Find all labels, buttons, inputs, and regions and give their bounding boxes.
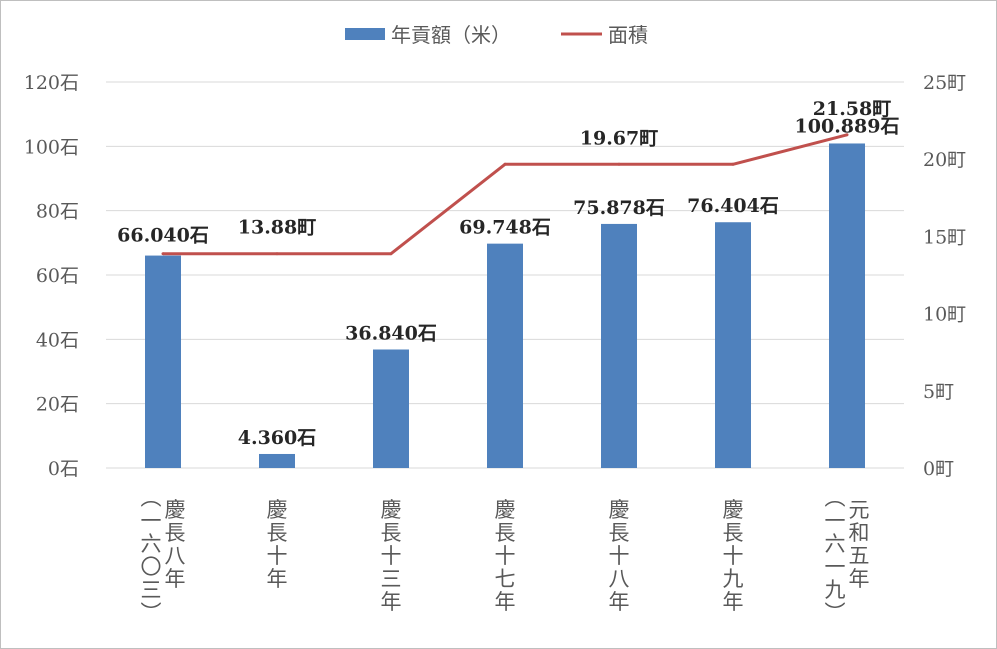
left-tick-label: 0石 xyxy=(48,458,79,480)
category-label: 慶長十年 xyxy=(267,498,288,591)
category-label-column: 慶長十年 xyxy=(267,498,288,591)
line-series xyxy=(161,133,849,256)
left-tick-label: 120石 xyxy=(24,72,79,94)
line-point xyxy=(617,162,621,166)
bar xyxy=(145,255,181,468)
legend: 年貢額（米） 面積 xyxy=(345,23,648,47)
category-label: 元和五年︵一六一九︶ xyxy=(825,486,870,625)
category-label-column: 慶長十三年 xyxy=(381,498,402,614)
right-tick-label: 5町 xyxy=(923,381,954,403)
category-label-column: 元和五年 xyxy=(849,498,870,591)
line-value-label: 21.58町 xyxy=(813,98,892,120)
category-label: 慶長十三年 xyxy=(381,498,402,614)
bar xyxy=(715,222,751,468)
category-label-column: 慶長八年 xyxy=(165,498,186,591)
right-tick-label: 20町 xyxy=(923,149,966,171)
category-label-column: 慶長十八年 xyxy=(609,498,630,614)
bar-value-label: 76.404石 xyxy=(687,195,779,217)
line-point xyxy=(731,162,735,166)
right-tick-label: 15町 xyxy=(923,226,966,248)
line-point xyxy=(503,162,507,166)
category-label-column: ︵一六〇三︶ xyxy=(141,486,162,625)
bar xyxy=(259,453,295,468)
legend-label-bar: 年貢額（米） xyxy=(391,23,511,47)
category-label: 慶長十九年 xyxy=(723,498,744,614)
left-tick-label: 40石 xyxy=(36,329,79,351)
category-label: 慶長十七年 xyxy=(495,498,516,614)
right-axis: 0町 5町 10町 15町 20町 25町 xyxy=(923,72,966,480)
line-point xyxy=(275,252,279,256)
bar-value-label: 66.040石 xyxy=(117,225,209,247)
left-axis: 0石 20石 40石 60石 80石 100石 120石 xyxy=(24,72,79,480)
bar xyxy=(487,243,523,468)
bar-value-label: 100.889石 xyxy=(795,115,900,137)
bar-value-label: 4.360石 xyxy=(238,427,317,449)
category-label-column: 慶長十七年 xyxy=(495,498,516,614)
line-value-label: 13.88町 xyxy=(238,217,317,239)
left-tick-label: 60石 xyxy=(36,265,79,287)
right-tick-label: 10町 xyxy=(923,304,966,326)
bar-value-label: 75.878石 xyxy=(573,197,665,219)
left-tick-label: 20石 xyxy=(36,394,79,416)
line-value-label: 19.67町 xyxy=(580,127,659,149)
right-tick-label: 0町 xyxy=(923,458,954,480)
category-label-column: ︵一六一九︶ xyxy=(825,486,846,625)
line-point xyxy=(389,252,393,256)
line-point xyxy=(161,252,165,256)
category-label: 慶長八年︵一六〇三︶ xyxy=(141,486,186,625)
right-tick-label: 25町 xyxy=(923,72,966,94)
bar-series xyxy=(145,143,865,469)
legend-label-line: 面積 xyxy=(608,23,648,47)
category-label: 慶長十八年 xyxy=(609,498,630,614)
category-axis: 慶長八年︵一六〇三︶慶長十年慶長十三年慶長十七年慶長十八年慶長十九年元和五年︵一… xyxy=(141,486,870,625)
bar-value-label: 69.748石 xyxy=(459,217,551,239)
legend-swatch-bar xyxy=(345,28,385,40)
bar xyxy=(373,349,409,468)
line-point xyxy=(845,133,849,137)
left-tick-label: 100石 xyxy=(24,136,79,158)
category-label-column: 慶長十九年 xyxy=(723,498,744,614)
bar xyxy=(829,143,865,469)
left-tick-label: 80石 xyxy=(36,201,79,223)
bar xyxy=(601,223,637,468)
data-labels: 66.040石 4.360石 36.840石 69.748石 75.878石 76.404… xyxy=(117,98,899,449)
bar-value-label: 36.840石 xyxy=(345,322,437,344)
